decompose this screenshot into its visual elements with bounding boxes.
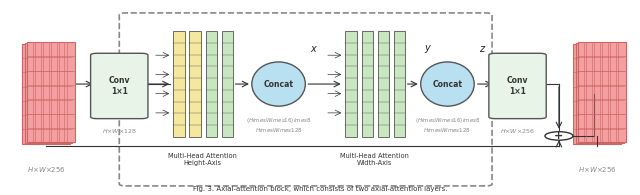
Text: Concat: Concat: [433, 80, 463, 89]
Text: Multi-Head Attention
Height-Axis: Multi-Head Attention Height-Axis: [168, 153, 237, 166]
FancyBboxPatch shape: [362, 31, 373, 137]
Text: $x$: $x$: [310, 44, 317, 54]
Text: $H{\times}W{\times}128$: $H{\times}W{\times}128$: [102, 127, 137, 135]
FancyBboxPatch shape: [22, 44, 70, 144]
Text: Conv
1×1: Conv 1×1: [109, 76, 130, 96]
Circle shape: [545, 132, 573, 140]
FancyBboxPatch shape: [394, 31, 405, 137]
FancyBboxPatch shape: [205, 31, 217, 137]
Ellipse shape: [420, 62, 474, 106]
FancyBboxPatch shape: [573, 44, 621, 144]
FancyBboxPatch shape: [189, 31, 201, 137]
Text: Conv
1×1: Conv 1×1: [507, 76, 528, 96]
Text: $(H{	imes}W{	imes}16){	imes}8$
$H{	imes}W{	imes}128$: $(H{ imes}W{ imes}16){ imes}8$ $H{ imes}…: [246, 116, 311, 134]
FancyBboxPatch shape: [576, 43, 623, 143]
FancyBboxPatch shape: [346, 31, 357, 137]
FancyBboxPatch shape: [579, 42, 626, 142]
Text: Concat: Concat: [264, 80, 294, 89]
FancyBboxPatch shape: [221, 31, 233, 137]
Text: $H{\times}W{\times}256$: $H{\times}W{\times}256$: [27, 165, 65, 174]
Text: $(H{	imes}W{	imes}16){	imes}8$
$H{	imes}W{	imes}128$: $(H{ imes}W{ imes}16){ imes}8$ $H{ imes}…: [415, 116, 480, 134]
FancyBboxPatch shape: [378, 31, 389, 137]
FancyBboxPatch shape: [173, 31, 185, 137]
Text: Multi-Head Attention
Width-Axis: Multi-Head Attention Width-Axis: [340, 153, 408, 166]
FancyBboxPatch shape: [91, 53, 148, 119]
FancyBboxPatch shape: [27, 42, 75, 142]
Text: $y$: $y$: [424, 43, 433, 55]
Text: $H{\times}W{\times}256$: $H{\times}W{\times}256$: [500, 127, 535, 135]
FancyBboxPatch shape: [489, 53, 546, 119]
FancyBboxPatch shape: [25, 43, 72, 143]
Text: $H{\times}W{\times}256$: $H{\times}W{\times}256$: [578, 165, 616, 174]
Text: $z$: $z$: [479, 44, 486, 54]
Text: Fig. 3. Axial-attention block, which consists of two axial-attention layers.: Fig. 3. Axial-attention block, which con…: [193, 186, 447, 192]
Ellipse shape: [252, 62, 305, 106]
Text: +: +: [554, 131, 564, 141]
